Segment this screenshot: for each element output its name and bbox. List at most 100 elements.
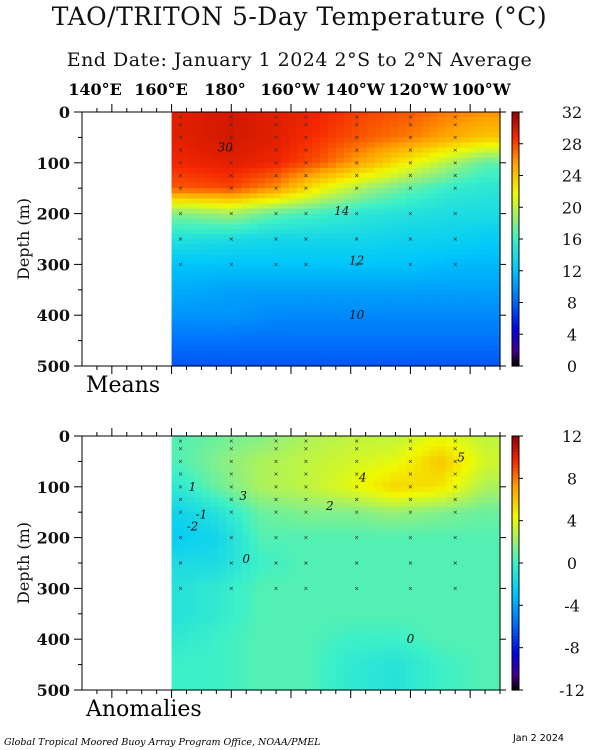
field-cell	[257, 178, 267, 184]
field-cell	[257, 527, 267, 534]
field-cell	[359, 527, 368, 534]
field-cell	[265, 345, 274, 352]
buoy-marker	[274, 115, 278, 119]
colorbar-segment	[512, 572, 519, 577]
field-cell	[460, 644, 470, 650]
field-cell	[226, 547, 235, 554]
colorbar-segment	[512, 324, 519, 329]
field-cell	[453, 355, 462, 362]
field-cell	[249, 623, 259, 630]
field-cell	[351, 355, 360, 362]
field-cell	[257, 274, 267, 281]
field-cell	[492, 142, 501, 149]
field-cell	[460, 244, 470, 250]
field-cell	[273, 122, 282, 128]
field-cell	[257, 491, 267, 498]
field-cell	[476, 603, 485, 610]
field-cell	[445, 228, 454, 235]
field-cell	[273, 436, 282, 442]
field-cell	[249, 471, 259, 478]
colorbar-segment	[512, 169, 519, 173]
colorbar-segment	[512, 321, 519, 326]
field-cell	[437, 355, 446, 362]
field-cell	[195, 122, 204, 128]
field-cell	[195, 441, 204, 447]
field-cell	[429, 305, 439, 311]
field-cell	[476, 491, 485, 498]
field-cell	[367, 162, 376, 169]
field-cell	[335, 507, 345, 513]
field-cell	[218, 249, 227, 255]
field-cell	[195, 239, 204, 245]
field-cell	[195, 471, 204, 478]
field-cell	[492, 254, 501, 260]
field-cell	[445, 436, 454, 442]
field-cell	[492, 593, 501, 600]
field-cell	[312, 294, 321, 301]
field-cell	[296, 527, 306, 534]
field-cell	[476, 634, 485, 640]
field-cell	[327, 664, 337, 671]
field-cell	[445, 325, 454, 332]
field-cell	[249, 330, 259, 337]
field-cell	[429, 598, 439, 605]
field-cell	[390, 588, 399, 595]
buoy-marker	[453, 497, 457, 502]
field-cell	[218, 583, 227, 589]
field-cell	[273, 264, 282, 271]
field-cell	[484, 132, 493, 138]
field-cell	[202, 583, 212, 589]
field-cell	[296, 496, 306, 503]
field-cell	[413, 325, 423, 332]
field-cell	[382, 152, 392, 159]
field-cell	[288, 537, 298, 544]
field-cell	[359, 486, 368, 493]
field-cell	[249, 537, 259, 544]
field-cell	[460, 629, 470, 635]
field-cell	[257, 542, 267, 549]
field-cell	[374, 203, 384, 210]
field-cell	[351, 563, 360, 569]
field-cell	[210, 471, 220, 478]
field-cell	[437, 254, 446, 260]
field-cell	[484, 137, 493, 144]
field-cell	[296, 588, 306, 595]
field-cell	[445, 456, 454, 462]
field-cell	[249, 279, 259, 286]
field-cell	[179, 588, 188, 595]
field-cell	[374, 259, 384, 265]
colorbar-segment	[512, 674, 519, 678]
field-cell	[218, 639, 227, 645]
field-cell	[398, 542, 407, 549]
field-cell	[312, 654, 321, 661]
field-cell	[351, 294, 360, 301]
buoy-marker	[354, 439, 359, 443]
field-cell	[273, 299, 282, 306]
field-cell	[320, 679, 329, 686]
field-cell	[187, 330, 196, 337]
field-cell	[234, 284, 243, 291]
field-cell	[374, 162, 384, 169]
field-cell	[304, 233, 313, 240]
field-cell	[421, 239, 431, 245]
field-cell	[210, 527, 220, 534]
field-cell	[281, 563, 290, 569]
field-cell	[390, 203, 399, 210]
field-cell	[195, 568, 204, 574]
field-cell	[445, 603, 454, 610]
field-cell	[429, 664, 439, 671]
field-cell	[460, 507, 470, 513]
field-cell	[468, 446, 478, 452]
field-cell	[304, 532, 313, 539]
field-cell	[453, 350, 462, 357]
field-cell	[492, 249, 501, 255]
field-cell	[390, 360, 399, 367]
field-cell	[179, 178, 188, 184]
field-cell	[484, 629, 493, 635]
field-cell	[406, 335, 415, 342]
field-cell	[234, 117, 243, 123]
field-cell	[406, 157, 415, 164]
field-cell	[367, 618, 376, 625]
field-cell	[437, 167, 446, 174]
field-cell	[249, 613, 259, 620]
